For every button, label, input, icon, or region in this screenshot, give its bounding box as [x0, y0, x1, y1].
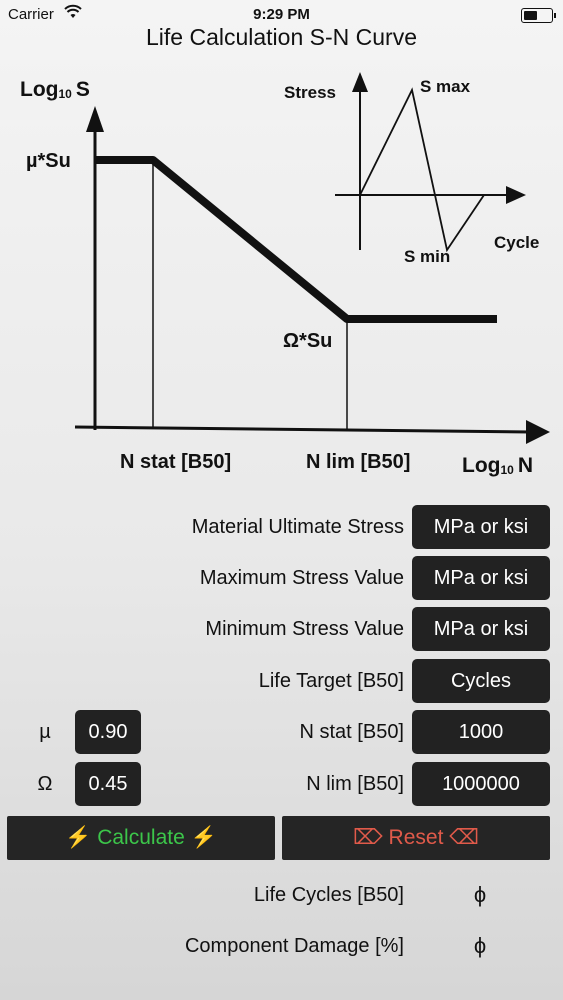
mu-su-label: µ*Su: [26, 150, 71, 172]
n-lim-input-label: N lim [B50]: [306, 773, 404, 795]
page-title: Life Calculation S-N Curve: [145, 24, 417, 50]
x-axis: [74, 425, 531, 434]
inset-s-min-label: S min: [404, 247, 450, 266]
minimum-stress-input[interactable]: MPa or ksi: [412, 607, 550, 651]
inset-s-max-label: S max: [420, 77, 471, 96]
sn-curve-line: [95, 156, 497, 323]
minimum-stress-label: Minimum Stress Value: [205, 618, 404, 640]
n-lim-label: N lim [B50]: [306, 451, 410, 473]
n-stat-input-label: N stat [B50]: [299, 721, 405, 743]
omega-label: Ω: [37, 773, 53, 795]
omega-input[interactable]: 0.45: [75, 762, 141, 806]
maximum-stress-input[interactable]: MPa or ksi: [412, 556, 550, 600]
maximum-stress-label: Maximum Stress Value: [199, 567, 404, 589]
inset-cycle-wave: [359, 87, 485, 253]
n-stat-input[interactable]: 1000: [412, 710, 550, 754]
status-bar: Carrier 9:29 PM: [0, 0, 563, 28]
y-axis-label: Log10 S: [20, 78, 90, 101]
life-target-input[interactable]: Cycles: [412, 659, 550, 703]
sn-curve-diagram: Log10 S Log10 N µ*Su Ω*Su N stat [B50] N l…: [0, 60, 563, 490]
life-cycles-label: Life Cycles [B50]: [253, 884, 404, 906]
battery-icon: [521, 8, 556, 23]
omega-su-label: Ω*Su: [283, 330, 332, 352]
y-axis-arrow: [86, 106, 104, 132]
x-axis-arrow: [526, 420, 550, 444]
mu-label: µ: [39, 721, 51, 743]
reset-button[interactable]: ⌦ Reset ⌫: [282, 816, 550, 860]
n-stat-label: N stat [B50]: [120, 451, 231, 473]
inset-stress-label: Stress: [284, 83, 336, 102]
life-cycles-value: ϕ: [473, 882, 487, 907]
x-axis-label: Log10 N: [462, 454, 533, 477]
material-ultimate-stress-input[interactable]: MPa or ksi: [412, 505, 550, 549]
inset-x-arrow: [506, 186, 526, 204]
inset-cycle-label: Cycle: [494, 233, 539, 252]
carrier-label: Carrier: [8, 6, 54, 23]
mu-input[interactable]: 0.90: [75, 710, 141, 754]
material-ultimate-stress-label: Material Ultimate Stress: [191, 516, 404, 538]
calculate-button[interactable]: ⚡ Calculate ⚡: [7, 816, 275, 860]
inset-y-arrow: [352, 72, 368, 92]
n-lim-input[interactable]: 1000000: [412, 762, 550, 806]
wifi-icon: [64, 4, 82, 18]
clock: 9:29 PM: [253, 6, 310, 23]
component-damage-value: ϕ: [473, 933, 487, 958]
component-damage-label: Component Damage [%]: [184, 935, 404, 957]
life-target-label: Life Target [B50]: [258, 670, 404, 692]
